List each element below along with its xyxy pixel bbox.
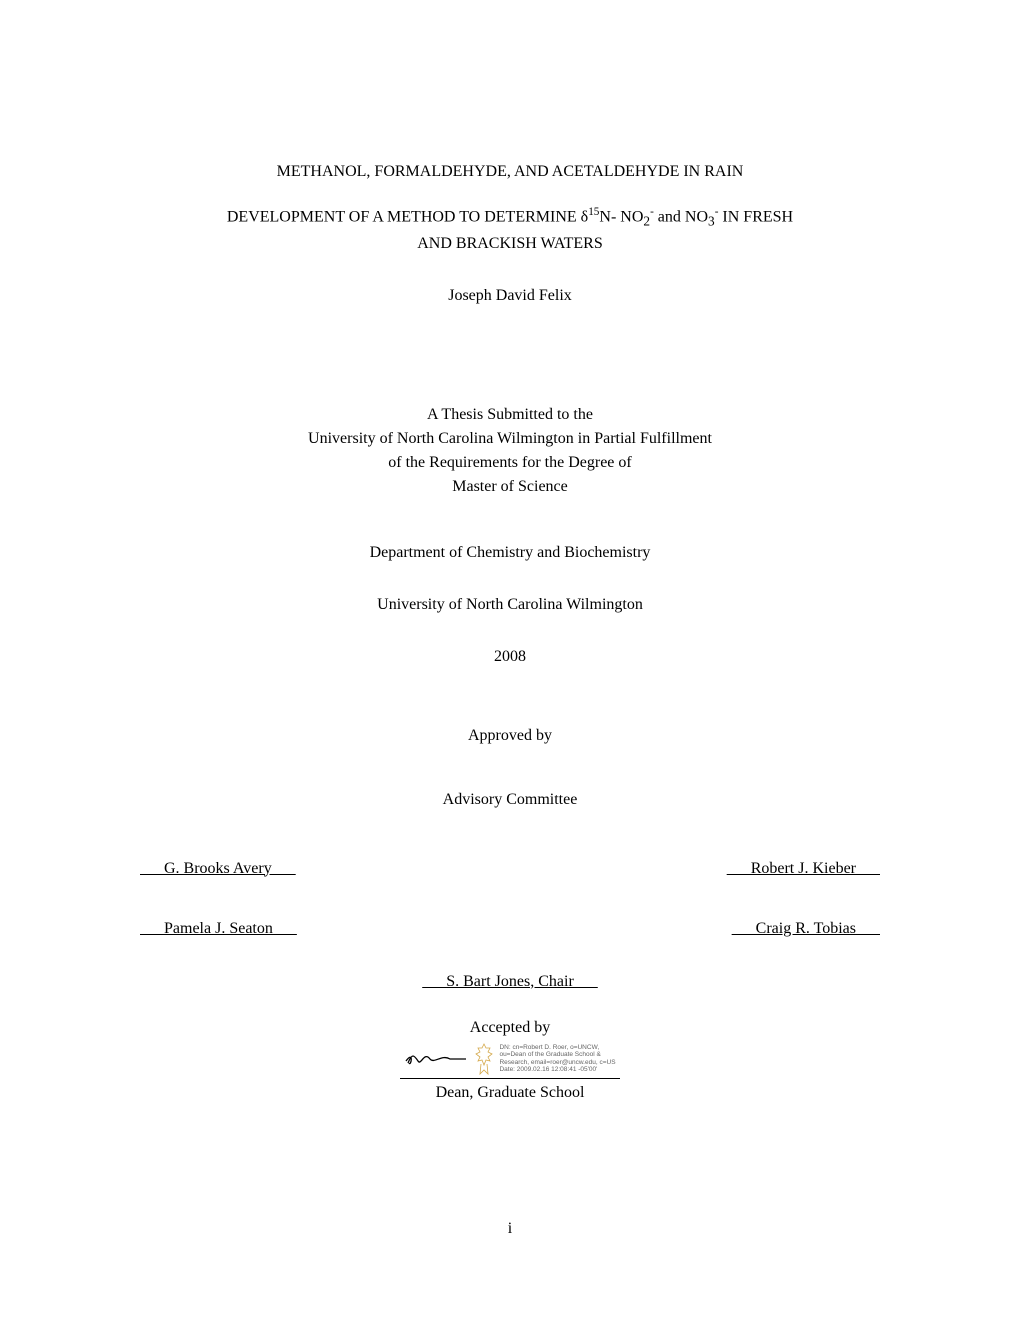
committee-member-tobias: Craig R. Tobias xyxy=(732,920,880,938)
department: Department of Chemistry and Biochemistry xyxy=(130,541,890,565)
committee-member-kieber: Robert J. Kieber xyxy=(727,860,880,878)
page-number: i xyxy=(0,1220,1020,1238)
signature-underline xyxy=(400,1078,620,1079)
digital-signature-stamp: DN: cn=Robert D. Roer, o=UNCW, ou=Dean o… xyxy=(472,1042,615,1076)
dean-label: Dean, Graduate School xyxy=(130,1081,890,1105)
title2-suffix: IN FRESH xyxy=(718,208,793,225)
committee-member-avery: G. Brooks Avery xyxy=(140,860,296,878)
submitted-line-2: University of North Carolina Wilmington … xyxy=(130,427,890,451)
committee-member-seaton: Pamela J. Seaton xyxy=(140,920,297,938)
committee-chair-row: S. Bart Jones, Chair xyxy=(130,973,890,991)
submitted-line-1: A Thesis Submitted to the xyxy=(130,403,890,427)
submitted-line-4: Master of Science xyxy=(130,475,890,499)
advisory-committee: Advisory Committee xyxy=(130,788,890,812)
title2-sup1: 15 xyxy=(588,206,599,218)
stamp-text: DN: cn=Robert D. Roer, o=UNCW, ou=Dean o… xyxy=(499,1044,615,1073)
committee-row-1: G. Brooks Avery Robert J. Kieber xyxy=(130,860,890,878)
title2-sub2: 3 xyxy=(708,214,715,229)
year: 2008 xyxy=(130,645,890,669)
title-line-1: METHANOL, FORMALDEHYDE, AND ACETALDEHYDE… xyxy=(130,160,890,184)
university: University of North Carolina Wilmington xyxy=(130,593,890,617)
title2-prefix: DEVELOPMENT OF A METHOD TO DETERMINE δ xyxy=(227,208,588,225)
thesis-title-page: METHANOL, FORMALDEHYDE, AND ACETALDEHYDE… xyxy=(0,0,1020,1320)
title-line-2b: AND BRACKISH WATERS xyxy=(130,232,890,256)
stamp-line-2: ou=Dean of the Graduate School & xyxy=(499,1051,615,1058)
title2-mid2: and NO xyxy=(654,208,708,225)
title2-mid1: N- NO xyxy=(599,208,643,225)
committee-row-2: Pamela J. Seaton Craig R. Tobias xyxy=(130,920,890,938)
signature-block: DN: cn=Robert D. Roer, o=UNCW, ou=Dean o… xyxy=(130,1042,890,1079)
stamp-line-4: Date: 2009.02.16 12:08:41 -05'00' xyxy=(499,1066,615,1073)
author-name: Joseph David Felix xyxy=(130,284,890,308)
signature-area: DN: cn=Robert D. Roer, o=UNCW, ou=Dean o… xyxy=(404,1042,615,1076)
certificate-icon xyxy=(472,1042,496,1076)
title-line-2: DEVELOPMENT OF A METHOD TO DETERMINE δ15… xyxy=(130,204,890,232)
accepted-by: Accepted by xyxy=(130,1016,890,1040)
stamp-line-3: Research, email=roer@uncw.edu, c=US xyxy=(499,1059,615,1066)
signature-icon xyxy=(404,1045,472,1073)
stamp-line-1: DN: cn=Robert D. Roer, o=UNCW, xyxy=(499,1044,615,1051)
approved-by: Approved by xyxy=(130,724,890,748)
committee-chair: S. Bart Jones, Chair xyxy=(422,973,598,990)
submitted-line-3: of the Requirements for the Degree of xyxy=(130,451,890,475)
